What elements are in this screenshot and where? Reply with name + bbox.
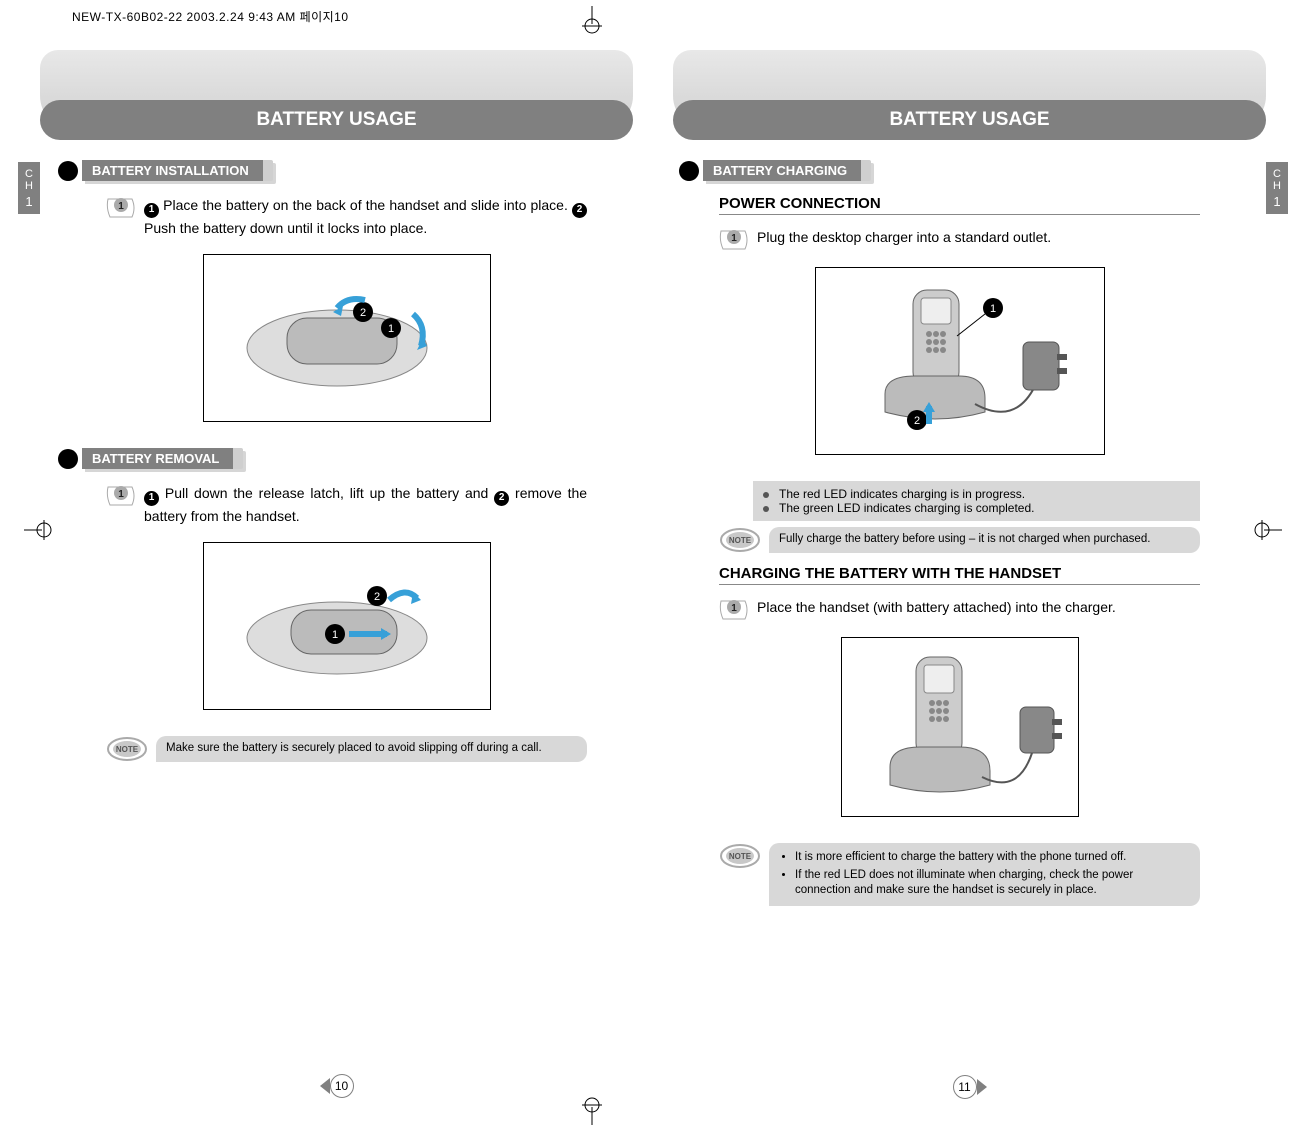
page-left: BATTERY USAGE CH 1 BATTERY INSTALLATION … [40,40,633,1099]
page-header-right: BATTERY USAGE [673,50,1266,140]
crop-mark-top [572,6,612,34]
note-icon: NOTE [719,527,761,553]
note-icon: NOTE [106,736,148,762]
crop-mark-bottom [572,1097,612,1125]
page-number-left: 10 [320,1074,354,1099]
page-title-right: BATTERY USAGE [673,100,1266,140]
svg-text:1: 1 [989,303,995,315]
note-icon: NOTE [719,843,761,869]
svg-text:1: 1 [118,489,124,500]
illustration-charger: 1 2 [815,267,1105,455]
illustration-handset-in-charger [841,637,1079,817]
chapter-tab-left: CH 1 [18,162,40,214]
page-right: BATTERY USAGE CH 1 BATTERY CHARGING POWE… [673,40,1266,1099]
svg-text:2: 2 [373,591,379,603]
charging-step-2: 1 Place the handset (with battery attach… [719,597,1200,621]
inline-marker-2: 2 [494,491,509,506]
inline-marker-1: 1 [144,491,159,506]
svg-text:1: 1 [731,233,737,244]
removal-step-1: 1 1 Pull down the release latch, lift up… [106,483,587,526]
step-number-icon: 1 [719,599,747,621]
section-battery-removal: BATTERY REMOVAL [58,448,587,469]
subheading-power-connection: POWER CONNECTION [719,195,1200,215]
svg-text:2: 2 [359,307,365,319]
illustration-install: 2 1 [203,254,491,422]
svg-text:NOTE: NOTE [116,745,139,754]
inline-marker-1: 1 [144,203,159,218]
step-number-icon: 1 [106,485,134,507]
svg-text:2: 2 [913,415,919,427]
step-number-icon: 1 [719,229,747,251]
illustration-removal: 2 1 [203,542,491,710]
section-battery-installation: BATTERY INSTALLATION [58,160,587,181]
note-secure-battery: NOTE Make sure the battery is securely p… [106,736,587,762]
inline-marker-2: 2 [572,203,587,218]
note-charging-tips: NOTE It is more efficient to charge the … [719,843,1200,906]
svg-text:1: 1 [731,603,737,614]
chapter-tab-right: CH 1 [1266,162,1288,214]
page-title-left: BATTERY USAGE [40,100,633,140]
page-header-left: BATTERY USAGE [40,50,633,140]
svg-text:NOTE: NOTE [729,852,752,861]
file-header-meta: NEW-TX-60B02-22 2003.2.24 9:43 AM 페이지10 [72,8,349,25]
led-info-box: The red LED indicates charging is in pro… [753,481,1200,521]
step-number-icon: 1 [106,197,134,219]
svg-text:1: 1 [387,323,393,335]
svg-text:1: 1 [118,201,124,212]
section-battery-charging: BATTERY CHARGING [679,160,1200,181]
charging-step-1: 1 Plug the desktop charger into a standa… [719,227,1200,251]
svg-text:1: 1 [331,629,337,641]
install-step-1: 1 1 Place the battery on the back of the… [106,195,587,238]
page-number-right: 11 [953,1075,987,1099]
subheading-charging-with-handset: CHARGING THE BATTERY WITH THE HANDSET [719,565,1200,585]
note-charge-before-use: NOTE Fully charge the battery before usi… [719,527,1200,553]
svg-text:NOTE: NOTE [729,536,752,545]
